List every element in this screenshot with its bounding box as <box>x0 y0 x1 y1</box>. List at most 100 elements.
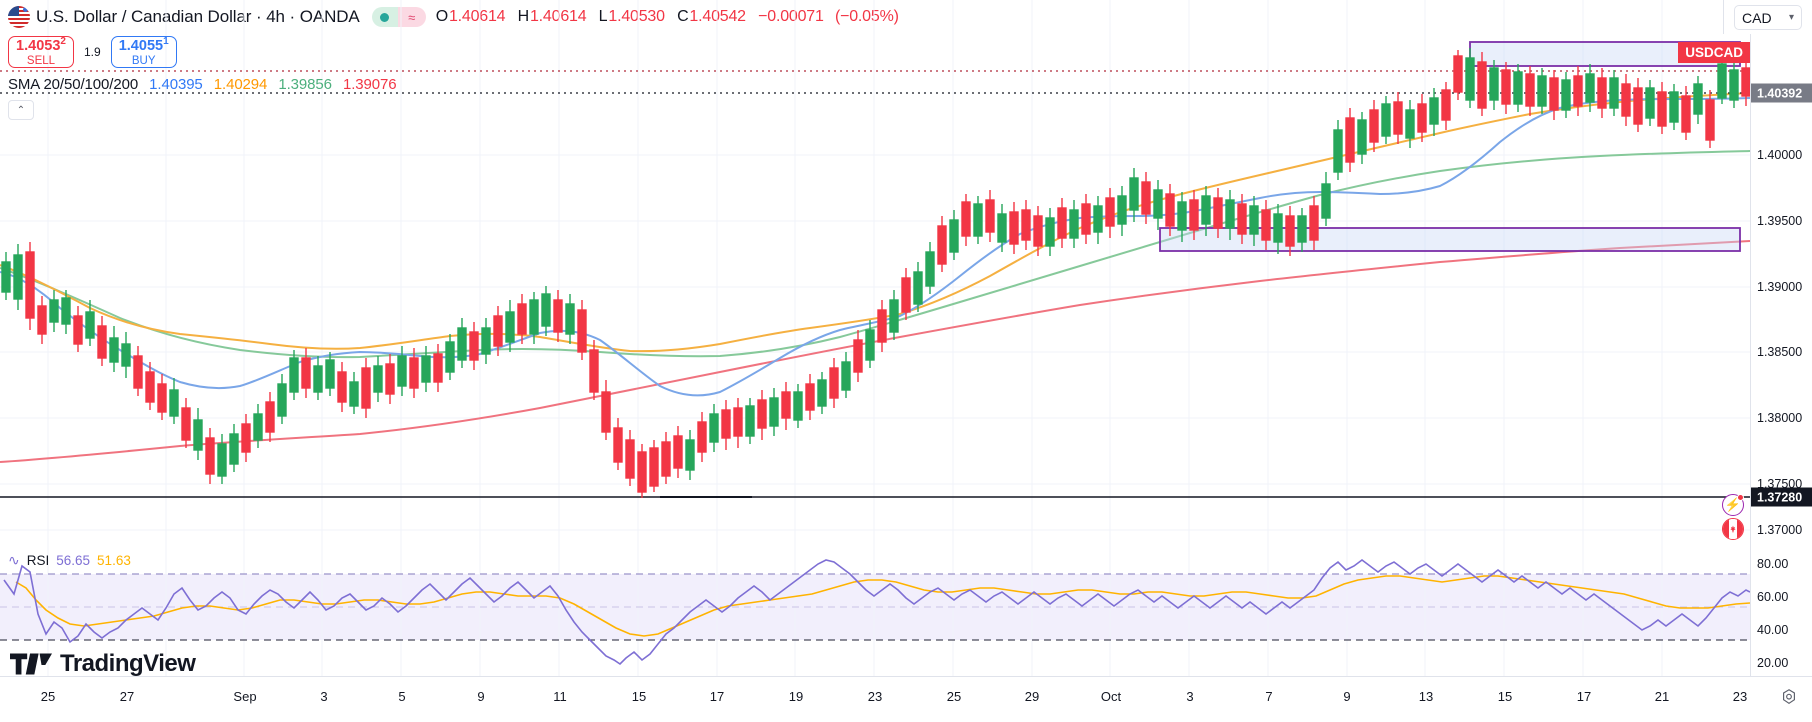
rsi-value: 56.65 <box>56 553 91 568</box>
candlestick-series <box>1 48 1750 498</box>
canada-flag-icon <box>1723 519 1743 539</box>
time-tick-4: 5 <box>398 689 406 704</box>
price-tick-2: 1.39000 <box>1757 280 1803 294</box>
low-price-label: 1.37280 <box>1751 487 1812 507</box>
lightning-alert-button[interactable]: ⚡ <box>1722 494 1744 516</box>
time-tick-9: 19 <box>788 689 804 704</box>
time-tick-15: 7 <box>1265 689 1273 704</box>
spread-value: 1.9 <box>84 45 101 59</box>
buy-label: BUY <box>131 55 156 67</box>
time-tick-5: 9 <box>477 689 485 704</box>
sma-price-label: 1.40392 <box>1751 83 1812 103</box>
us-flag-icon <box>8 6 30 28</box>
quote-symbol-label: USDCAD <box>1678 42 1750 63</box>
symbol-name: U.S. Dollar / Canadian Dollar <box>36 7 252 26</box>
time-tick-20: 21 <box>1654 689 1670 704</box>
time-tick-2: Sep <box>233 689 257 704</box>
sma-100-line <box>0 150 1750 359</box>
lightning-icon: ⚡ <box>1724 497 1742 512</box>
sma-50-value: 1.40294 <box>213 76 268 93</box>
ohlc-change: −0.00071 <box>758 8 824 25</box>
time-tick-3: 3 <box>320 689 328 704</box>
time-tick-8: 17 <box>709 689 725 704</box>
sma-legend-name: SMA 20/50/100/200 <box>8 76 139 93</box>
rsi-tick-1: 60.00 <box>1757 590 1789 604</box>
currency-select-value: CAD <box>1742 9 1772 26</box>
collapse-legend-button[interactable]: ⌃ <box>8 100 34 120</box>
chart-header: U.S. Dollar / Canadian Dollar · 4h · OAN… <box>0 0 1812 34</box>
price-axis[interactable]: 1.40392 1.40000 1.39500 1.39000 1.38500 … <box>1750 34 1812 676</box>
price-tick-3: 1.38500 <box>1757 345 1803 359</box>
rsi-legend-name: RSI <box>26 553 50 568</box>
tradingview-wordmark: TradingView <box>60 650 196 677</box>
sell-button[interactable]: 1.40532 SELL <box>8 36 74 68</box>
sma-20-value: 1.40395 <box>149 76 203 93</box>
rsi-legend[interactable]: ∿ RSI 56.65 51.63 <box>8 552 131 569</box>
ohlc-c-value: 1.40542 <box>689 8 746 25</box>
symbol-title[interactable]: U.S. Dollar / Canadian Dollar · 4h · OAN… <box>36 7 360 27</box>
buy-button[interactable]: 1.40551 BUY <box>110 35 177 68</box>
canada-flag-button[interactable] <box>1722 518 1744 540</box>
time-tick-12: 29 <box>1024 689 1040 704</box>
sma-200-line <box>0 240 1750 463</box>
rsi-pane[interactable] <box>0 548 1750 676</box>
ohlc-o-value: 1.40614 <box>448 8 506 25</box>
buy-price-sup: 1 <box>163 35 169 47</box>
tradingview-logo-icon <box>10 653 52 675</box>
rsi-band-fill <box>0 574 1750 640</box>
lower-demand-zone <box>1159 227 1741 252</box>
sma-50-line <box>0 92 1750 353</box>
delayed-data-icon: ≈ <box>397 7 426 27</box>
ohlc-l-label: L <box>598 8 608 25</box>
trade-widget[interactable]: 1.40532 SELL 1.9 1.40551 BUY <box>8 36 177 68</box>
chevron-down-icon: ▾ <box>1788 12 1794 23</box>
tradingview-branding[interactable]: TradingView <box>10 650 196 678</box>
time-tick-14: 3 <box>1186 689 1194 704</box>
session-badges[interactable]: ≈ <box>371 7 426 27</box>
price-plot-svg <box>0 0 1750 548</box>
quote-symbol-tag: USDCAD <box>1678 42 1750 63</box>
symbol-exchange: OANDA <box>299 7 360 26</box>
sell-label: SELL <box>26 55 56 67</box>
sell-price: 1.4053 <box>16 37 61 54</box>
market-open-dot-icon <box>371 7 398 27</box>
price-tick-4: 1.38000 <box>1757 411 1803 425</box>
ohlc-change-pct: (−0.05%) <box>834 8 899 25</box>
sma-200-value: 1.39076 <box>342 76 397 93</box>
alert-badge-dot-icon <box>1737 494 1744 501</box>
time-tick-7: 15 <box>631 689 647 704</box>
price-tick-1: 1.39500 <box>1757 214 1803 228</box>
ohlc-o-label: O <box>435 8 448 25</box>
time-tick-19: 17 <box>1576 689 1592 704</box>
rsi-spark-icon: ∿ <box>8 552 20 568</box>
price-tick-6: 1.37000 <box>1757 523 1803 537</box>
rsi-tick-2: 40.00 <box>1757 623 1789 637</box>
sma-legend[interactable]: SMA 20/50/100/200 1.40395 1.40294 1.3985… <box>8 76 397 93</box>
price-tick-0: 1.40000 <box>1757 148 1803 162</box>
price-pane[interactable] <box>0 0 1750 548</box>
time-tick-0: 25 <box>40 689 56 704</box>
gear-icon[interactable] <box>1780 688 1798 706</box>
ohlc-readout: O1.40614 H1.40614 L1.40530 C1.40542 −0.0… <box>436 8 900 26</box>
rsi-signal-value: 51.63 <box>97 553 131 568</box>
symbol-interval: 4h <box>266 7 285 26</box>
grid-lines-horizontal <box>0 154 1750 531</box>
ohlc-c-label: C <box>677 8 689 25</box>
chevron-up-icon: ⌃ <box>16 104 26 116</box>
sma-20-line <box>0 97 1750 397</box>
rsi-tick-3: 20.00 <box>1757 656 1789 670</box>
time-tick-13: Oct <box>1100 689 1122 704</box>
time-axis[interactable]: 25 27 Sep 3 5 9 11 15 17 19 23 25 29 Oct… <box>0 676 1812 722</box>
sma-100-value: 1.39856 <box>278 76 332 93</box>
time-tick-10: 23 <box>867 689 883 704</box>
currency-select[interactable]: CAD ▾ <box>1734 5 1802 30</box>
time-tick-21: 23 <box>1732 689 1748 704</box>
time-tick-18: 15 <box>1497 689 1513 704</box>
time-tick-1: 27 <box>119 689 135 704</box>
time-tick-16: 9 <box>1343 689 1351 704</box>
ohlc-h-value: 1.40614 <box>529 8 587 25</box>
time-tick-11: 25 <box>946 689 962 704</box>
rsi-signal-line <box>15 575 1750 637</box>
ohlc-h-label: H <box>517 8 530 25</box>
